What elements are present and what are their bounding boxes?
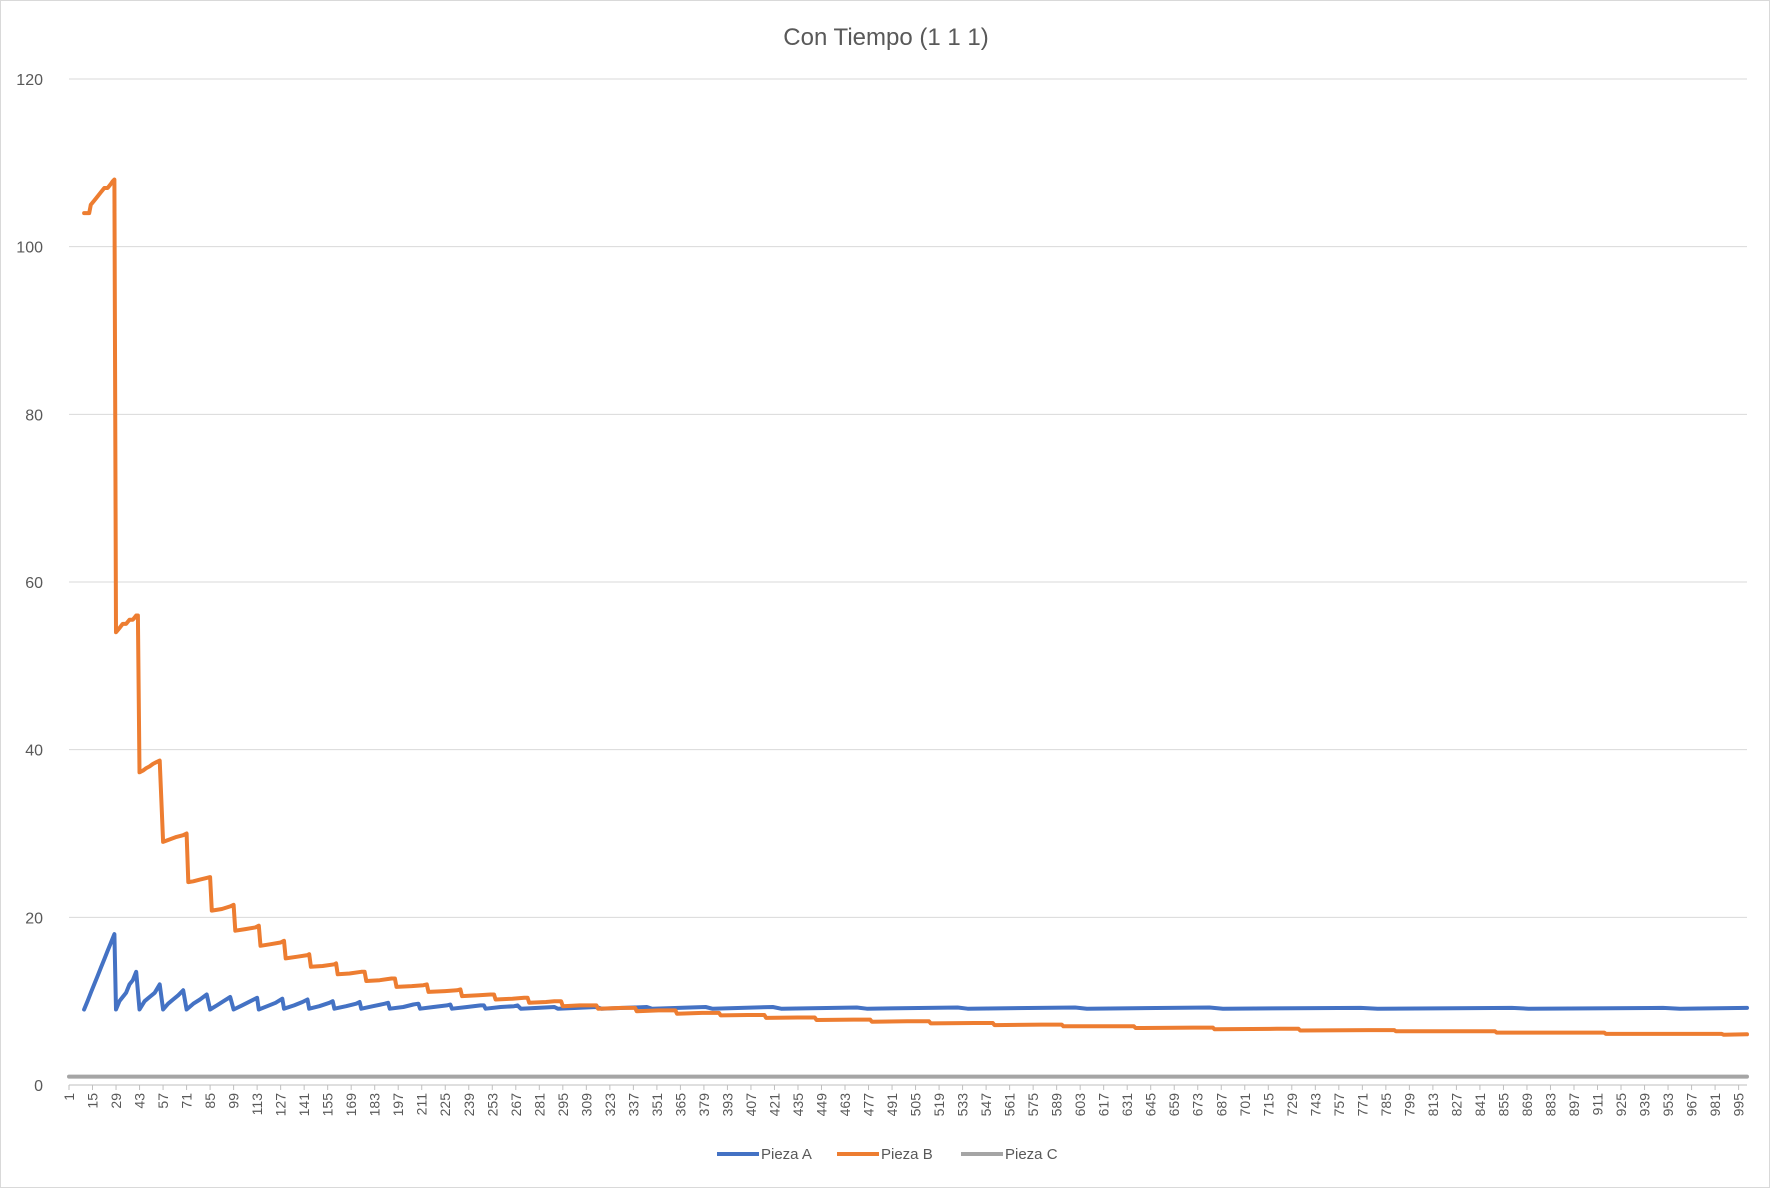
x-tick-label: 659	[1166, 1093, 1182, 1117]
x-tick-label: 757	[1331, 1093, 1347, 1117]
x-tick-label: 351	[649, 1093, 665, 1117]
x-tick-label: 855	[1495, 1093, 1511, 1117]
x-tick-label: 141	[296, 1093, 312, 1117]
legend-label: Pieza B	[881, 1146, 933, 1163]
x-tick-label: 211	[414, 1093, 430, 1116]
x-tick-label: 463	[837, 1093, 853, 1117]
x-tick-label: 365	[672, 1093, 688, 1117]
x-tick-label: 631	[1119, 1093, 1135, 1117]
x-tick-label: 337	[625, 1093, 641, 1117]
x-tick-label: 267	[508, 1093, 524, 1117]
x-tick-label: 477	[861, 1093, 877, 1117]
gridlines	[69, 78, 1747, 1086]
x-tick-label: 1	[61, 1093, 77, 1101]
x-tick-label: 897	[1566, 1093, 1582, 1117]
x-tick-label: 99	[226, 1093, 242, 1109]
x-tick-label: 155	[320, 1093, 336, 1117]
x-tick-label: 491	[884, 1093, 900, 1117]
x-tick-label: 715	[1260, 1093, 1276, 1117]
x-tick-label: 589	[1049, 1093, 1065, 1117]
x-tick-label: 169	[343, 1093, 359, 1117]
x-tick-label: 617	[1096, 1093, 1112, 1117]
x-tick-label: 127	[273, 1093, 289, 1117]
x-tick-label: 673	[1190, 1093, 1206, 1117]
x-tick-label: 701	[1237, 1093, 1253, 1117]
x-tick-label: 883	[1542, 1093, 1558, 1117]
x-tick-label: 393	[719, 1093, 735, 1117]
x-tick-label: 561	[1002, 1093, 1018, 1117]
x-tick-label: 645	[1143, 1093, 1159, 1117]
x-tick-label: 869	[1519, 1093, 1535, 1117]
x-tick-label: 547	[978, 1093, 994, 1117]
x-tick-label: 687	[1213, 1093, 1229, 1117]
x-tick-label: 407	[743, 1093, 759, 1117]
x-tick-label: 995	[1731, 1093, 1747, 1117]
x-axis-labels: 1 15 29 43 57 71 85 99 113 127 141 155 169 183 197 211 2…	[61, 1085, 1747, 1116]
x-tick-label: 197	[390, 1093, 406, 1117]
chart-title: Con Tiempo (1 1 1)	[783, 24, 988, 51]
y-tick-label: 80	[25, 407, 43, 424]
x-tick-label: 505	[908, 1093, 924, 1117]
x-tick-label: 295	[555, 1093, 571, 1117]
x-tick-label: 575	[1025, 1093, 1041, 1117]
series-line-pieza-a	[82, 932, 1749, 1012]
x-tick-label: 57	[155, 1093, 171, 1109]
x-tick-label: 603	[1072, 1093, 1088, 1117]
legend-label: Pieza C	[1005, 1146, 1058, 1163]
legend: Pieza A Pieza B Pieza C	[717, 1146, 1058, 1163]
x-tick-label: 785	[1378, 1093, 1394, 1117]
y-tick-label: 100	[16, 240, 43, 257]
x-tick-label: 519	[931, 1093, 947, 1117]
x-tick-label: 435	[790, 1093, 806, 1117]
x-tick-label: 15	[85, 1093, 101, 1109]
legend-label: Pieza A	[761, 1146, 812, 1163]
y-tick-label: 20	[25, 910, 43, 927]
x-tick-label: 379	[696, 1093, 712, 1117]
y-tick-label: 60	[25, 575, 43, 592]
y-tick-label: 120	[16, 72, 43, 89]
y-tick-label: 40	[25, 743, 43, 760]
x-tick-label: 533	[955, 1093, 971, 1117]
x-tick-label: 225	[437, 1093, 453, 1117]
x-tick-label: 239	[461, 1093, 477, 1117]
x-tick-label: 729	[1284, 1093, 1300, 1117]
x-tick-label: 43	[132, 1093, 148, 1109]
x-tick-label: 799	[1401, 1093, 1417, 1117]
x-tick-label: 743	[1307, 1093, 1323, 1117]
x-tick-label: 953	[1660, 1093, 1676, 1117]
x-tick-label: 911	[1590, 1093, 1606, 1116]
x-tick-label: 771	[1354, 1093, 1370, 1117]
x-tick-label: 939	[1637, 1093, 1653, 1117]
series-line-pieza-b	[82, 177, 1749, 1037]
x-tick-label: 309	[578, 1093, 594, 1117]
x-tick-label: 449	[813, 1093, 829, 1117]
x-tick-label: 253	[484, 1093, 500, 1117]
x-tick-label: 281	[531, 1093, 547, 1117]
x-tick-label: 421	[766, 1093, 782, 1117]
x-tick-label: 967	[1684, 1093, 1700, 1117]
x-tick-label: 981	[1707, 1093, 1723, 1117]
x-tick-label: 71	[179, 1093, 195, 1109]
x-tick-label: 323	[602, 1093, 618, 1117]
x-tick-label: 85	[202, 1093, 218, 1109]
y-axis-labels: 0 20 40 60 80 100 120	[16, 72, 43, 1095]
x-tick-label: 29	[108, 1093, 124, 1109]
x-tick-label: 841	[1472, 1093, 1488, 1117]
x-tick-label: 827	[1448, 1093, 1464, 1117]
series-lines	[67, 177, 1749, 1079]
x-tick-label: 183	[367, 1093, 383, 1117]
y-tick-label: 0	[34, 1078, 43, 1095]
x-tick-label: 925	[1613, 1093, 1629, 1117]
x-tick-label: 813	[1425, 1093, 1441, 1117]
x-tick-label: 113	[249, 1093, 265, 1116]
